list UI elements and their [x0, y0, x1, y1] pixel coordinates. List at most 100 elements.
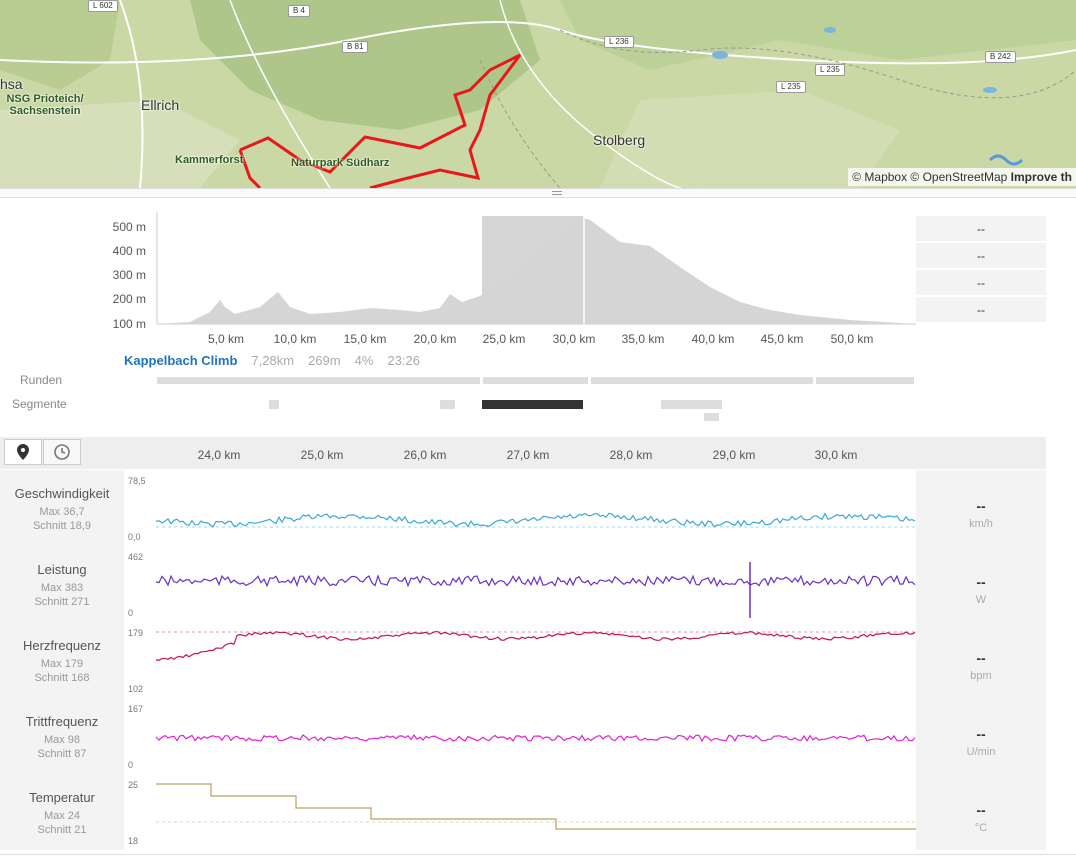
segment-info: Kappelbach Climb 7,28km 269m 4% 23:26 — [124, 353, 434, 368]
metric-row: Trittfrequenz Max 98 Schnitt 87 167 0 -- U/min — [0, 698, 1046, 774]
metric-axis-max: 167 — [128, 704, 144, 714]
segments-label: Segmente — [12, 397, 67, 411]
drag-handle-icon — [552, 191, 562, 195]
metric-axis-min: 18 — [128, 836, 139, 846]
metric-value: -- — [976, 498, 986, 514]
metric-chart[interactable] — [124, 546, 916, 622]
x-tick: 5,0 km — [207, 332, 244, 346]
lap-bar[interactable] — [483, 377, 588, 384]
y-tick: 500 m — [112, 220, 146, 234]
clock-icon — [54, 444, 70, 460]
x-tick: 40,0 km — [691, 332, 735, 346]
metric-unit: W — [975, 594, 987, 606]
metric-max: Max 383 — [40, 582, 84, 594]
metric-unit: U/min — [966, 746, 996, 758]
place-label: Kammerforst — [175, 154, 244, 166]
lap-bar[interactable] — [157, 377, 480, 384]
km-tick: 29,0 km — [712, 448, 756, 462]
metric-axis-min: 0 — [128, 608, 134, 618]
map-attribution[interactable]: © Mapbox © OpenStreetMap Improve th — [848, 168, 1076, 186]
side-value: -- — [916, 297, 1046, 323]
elevation-panel: 500 m 400 m 300 m 200 m 100 m 5,0 km 10,… — [0, 198, 1076, 428]
metric-chart[interactable] — [124, 622, 916, 698]
metric-row: Geschwindigkeit Max 36,7 Schnitt 18,9 78,5 0… — [0, 470, 1046, 546]
metric-value: -- — [976, 802, 986, 818]
segment-bar[interactable] — [704, 413, 719, 421]
segment-bar[interactable] — [269, 400, 279, 409]
metric-row: Temperatur Max 24 Schnitt 21 25 18 -- °C — [0, 774, 1046, 850]
metric-value-box: -- U/min — [916, 698, 1046, 774]
metric-title: Herzfrequenz — [22, 638, 102, 653]
place-label: hsa — [0, 76, 23, 92]
x-tick: 15,0 km — [343, 332, 387, 346]
map-pin-icon — [17, 444, 29, 460]
metric-unit: km/h — [969, 518, 993, 530]
metric-label: Geschwindigkeit Max 36,7 Schnitt 18,9 — [0, 470, 124, 546]
metric-avg: Schnitt 21 — [37, 824, 87, 836]
metric-chart[interactable] — [124, 774, 948, 850]
km-tick: 27,0 km — [506, 448, 550, 462]
elevation-chart[interactable] — [150, 212, 916, 328]
road-label: L 235 — [815, 64, 845, 76]
road-label: B 4 — [288, 5, 311, 17]
metric-axis-min: 0 — [128, 760, 134, 770]
metric-max: Max 36,7 — [39, 506, 85, 518]
place-label: Ellrich — [141, 97, 180, 113]
side-value: -- — [916, 243, 1046, 269]
distance-mode-button[interactable] — [4, 439, 42, 465]
x-tick: 25,0 km — [482, 332, 526, 346]
metric-avg: Schnitt 87 — [37, 748, 87, 760]
road-label: B 81 — [342, 41, 369, 53]
metric-unit: °C — [974, 822, 988, 834]
x-tick: 20,0 km — [413, 332, 457, 346]
x-tick: 10,0 km — [273, 332, 317, 346]
metric-series-line — [156, 783, 948, 830]
metric-label: Herzfrequenz Max 179 Schnitt 168 — [0, 622, 124, 698]
place-label: NSG Prioteich/Sachsenstein — [6, 93, 84, 117]
metric-unit: bpm — [970, 670, 992, 682]
metric-title: Geschwindigkeit — [14, 486, 110, 501]
metric-title: Temperatur — [29, 790, 95, 805]
segment-name[interactable]: Kappelbach Climb — [124, 353, 238, 368]
metric-value-box: -- °C — [916, 774, 1046, 850]
metric-series-line — [155, 574, 916, 588]
x-tick: 50,0 km — [830, 332, 874, 346]
map-resize-handle[interactable] — [0, 188, 1076, 198]
chart-toolbar: 24,0 km 25,0 km 26,0 km 27,0 km 28,0 km … — [0, 437, 1046, 469]
map-terrain — [0, 0, 1076, 188]
metric-axis-max: 78,5 — [128, 476, 146, 486]
metric-chart[interactable] — [124, 470, 916, 546]
segment-distance: 7,28km — [251, 353, 295, 368]
y-tick: 300 m — [112, 268, 146, 282]
side-value: -- — [916, 216, 1046, 242]
laps-label: Runden — [20, 373, 63, 387]
metric-value-box: -- bpm — [916, 622, 1046, 698]
segment-bar[interactable] — [661, 400, 722, 409]
metric-axis-min: 102 — [128, 684, 144, 694]
metric-avg: Schnitt 271 — [34, 596, 90, 608]
metric-value: -- — [976, 726, 986, 742]
lap-bar[interactable] — [591, 377, 813, 384]
metric-axis-max: 25 — [128, 780, 139, 790]
road-label: L 235 — [776, 81, 806, 93]
metric-chart[interactable] — [124, 698, 916, 774]
metric-series-line — [155, 512, 916, 528]
time-mode-button[interactable] — [43, 439, 81, 465]
y-tick: 100 m — [112, 317, 146, 331]
metric-value-box: -- km/h — [916, 470, 1046, 546]
metric-avg: Schnitt 168 — [34, 672, 90, 684]
segment-bar[interactable] — [440, 400, 455, 409]
metric-max: Max 98 — [43, 734, 81, 746]
km-tick: 24,0 km — [197, 448, 241, 462]
metric-axis-max: 462 — [128, 552, 144, 562]
km-tick: 30,0 km — [814, 448, 858, 462]
route-map[interactable]: hsa NSG Prioteich/Sachsenstein Ellrich S… — [0, 0, 1076, 188]
km-tick: 25,0 km — [300, 448, 344, 462]
metric-label: Temperatur Max 24 Schnitt 21 — [0, 774, 124, 850]
segment-elevation: 269m — [308, 353, 341, 368]
segment-grade: 4% — [354, 353, 374, 368]
metric-series-line — [155, 734, 916, 743]
lap-bar[interactable] — [816, 377, 914, 384]
x-tick: 35,0 km — [621, 332, 665, 346]
segment-bar-selected[interactable] — [482, 400, 583, 409]
